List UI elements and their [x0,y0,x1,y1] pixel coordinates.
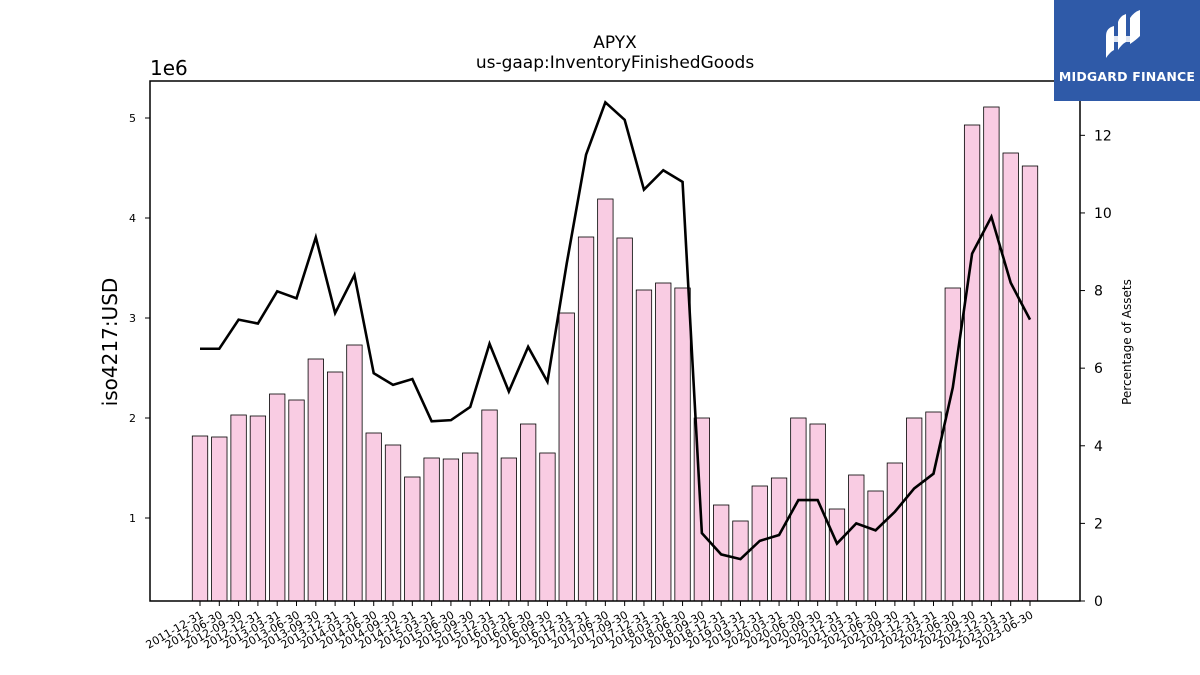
bar-2015-12-31 [481,409,498,602]
midgard-logo-icon [1106,10,1140,58]
bar-2014-06-30 [365,432,382,602]
y-tick-label: 5 [129,112,136,125]
bar-2017-09-30 [616,237,633,602]
bar-2017-12-31 [635,289,653,602]
y-tick-label: 2 [129,412,136,425]
bar-2019-12-31 [751,485,768,602]
bar-2022-09-30 [963,124,981,602]
bar-2017-03-31 [577,236,595,602]
bar-2014-03-31 [346,344,363,602]
bar-2020-03-31 [770,477,788,602]
bar-2013-03-31 [269,393,286,602]
y2-tick-label: 12 [1094,128,1112,144]
y-tick-label: 4 [129,212,136,225]
bar-2013-06-30 [288,399,305,602]
bar-2022-12-31 [983,106,1000,602]
bar-2014-09-30 [384,444,402,602]
bar-2016-09-30 [539,452,556,602]
bar-2019-03-31 [732,520,749,602]
bar-2011-12-31 [191,435,209,602]
bar-2021-12-31 [906,417,923,602]
brand-logo: MIDGARD FINANCE [1054,0,1200,101]
y2-tick-label: 4 [1094,439,1103,455]
y2-tick-label: 2 [1094,516,1103,532]
y2-tick-label: 0 [1094,594,1103,610]
y-tick-label: 1 [129,512,136,525]
bar-2016-03-31 [500,457,517,602]
bar-2013-09-30 [307,358,324,602]
bar-2022-03-31 [925,411,942,602]
bar-2015-03-31 [423,457,440,602]
bar-2012-12-31 [249,415,267,602]
bar-2012-06-30 [211,436,228,602]
brand-name: MIDGARD FINANCE [1058,69,1196,84]
chart-title: APYX [593,33,637,53]
bar-2015-09-30 [462,452,479,602]
bar-2020-12-31 [828,508,846,602]
bar-2012-09-30 [230,414,247,602]
bar-2018-03-31 [655,282,672,602]
bar-2023-03-31 [1002,152,1019,602]
y2-tick-label: 10 [1094,206,1112,222]
bar-2015-06-30 [442,458,460,602]
bar-2023-06-30 [1021,165,1039,602]
bar-2013-12-31 [326,371,344,602]
bar-2016-12-31 [558,312,575,602]
y-offset-label: 1e6 [150,56,188,80]
y2-axis-label: Percentage of Assets [1120,279,1134,405]
bar-2017-06-30 [597,198,614,602]
bar-2022-06-30 [944,287,961,602]
plot-frame [149,80,1081,602]
y-tick-label: 3 [129,312,136,325]
bar-2016-06-30 [520,423,537,602]
chart-subtitle: us-gaap:InventoryFinishedGoods [476,53,755,73]
y2-tick-label: 6 [1094,361,1103,377]
y-axis-label: iso4217:USD [98,278,122,407]
bar-2018-06-30 [674,287,691,602]
percentage-of-assets-line [200,100,1032,561]
bar-2014-12-31 [404,476,421,602]
y2-tick-label: 8 [1094,284,1103,300]
bar-2021-09-30 [886,462,903,602]
bar-2021-03-31 [848,474,865,602]
bar-2021-06-30 [867,490,884,602]
